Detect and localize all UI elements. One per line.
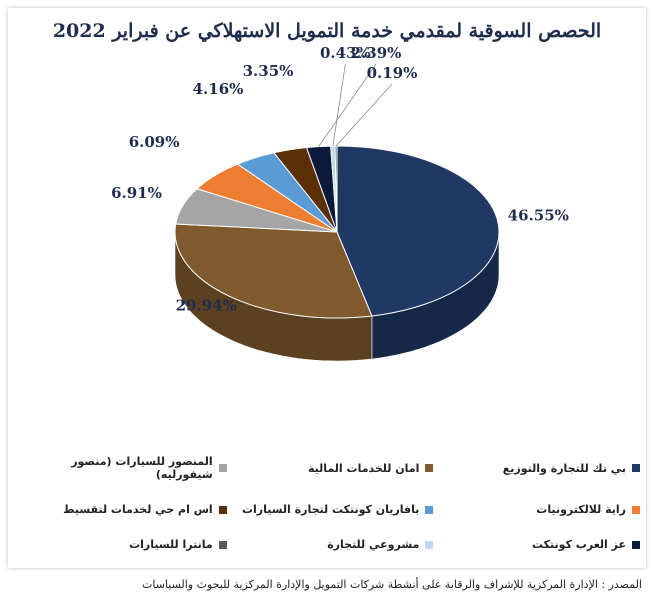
legend-label-4: راية للالكترونيات: [536, 503, 626, 516]
leader-line-8: [332, 63, 346, 147]
pie-slice-2: [174, 223, 373, 319]
legend-swatch-5: [425, 505, 434, 514]
legend-swatch-7: [632, 540, 640, 549]
slice-label-1: 46.55%: [508, 206, 569, 224]
pie-slice-1: [336, 145, 500, 317]
legend-label-6: اس ام جي لخدمات لتقسيط: [63, 503, 213, 516]
legend-item-7: عز العرب كونتكت: [433, 538, 640, 551]
leader-line-7: [318, 63, 377, 147]
slice-label-9: 0.19%: [367, 64, 418, 82]
slice-label-4: 6.09%: [129, 133, 180, 151]
legend-label-2: امان للخدمات المالية: [307, 461, 420, 475]
slice-label-8: 0.43%: [320, 44, 371, 62]
legend-swatch-8: [425, 540, 434, 549]
legend-swatch-1: [632, 464, 640, 472]
legend-item-4: راية للالكترونيات: [433, 503, 640, 516]
legend-item-8: مشروعي للتجارة: [227, 538, 434, 551]
legend-item-5: بافاريان كونتكت لتجارة السيارات: [227, 503, 434, 516]
legend-item-1: بي تك للتجارة والتوزيع: [433, 455, 640, 481]
legend-swatch-6: [218, 505, 227, 514]
legend-label-5: بافاريان كونتكت لتجارة السيارات: [241, 503, 420, 516]
legend-label-1: بي تك للتجارة والتوزيع: [502, 461, 626, 475]
legend-swatch-2: [425, 464, 434, 472]
legend-label-7: عز العرب كونتكت: [532, 538, 626, 551]
slice-label-7: 2.39%: [351, 44, 402, 62]
legend-label-8: مشروعي للتجارة: [327, 538, 420, 551]
leader-line-9: [335, 83, 393, 147]
chart-title: الحصص السوقية لمقدمي خدمة التمويل الاسته…: [52, 20, 602, 42]
slice-label-3: 6.91%: [111, 184, 162, 202]
legend-swatch-3: [218, 464, 227, 472]
legend-swatch-9: [218, 540, 227, 549]
legend-item-6: اس ام جي لخدمات لتقسيط: [20, 503, 227, 516]
slice-label-6: 3.35%: [243, 62, 294, 80]
slice-label-5: 4.16%: [193, 80, 244, 98]
legend-item-3: المنصور للسيارات (منصور شيفورليه): [20, 455, 227, 481]
legend-label-3: المنصور للسيارات (منصور شيفورليه): [71, 455, 213, 481]
source-note: المصدر : الإدارة المركزية للإشراف والرقا…: [141, 578, 642, 591]
legend-item-2: امان للخدمات المالية: [227, 455, 434, 481]
legend-label-9: مانترا للسيارات: [129, 538, 213, 551]
slice-label-2: 29.94%: [176, 297, 237, 315]
legend-swatch-4: [632, 505, 640, 514]
legend: بي تك للتجارة والتوزيع امان للخدمات المال…: [20, 455, 640, 551]
pie-chart: 46.55% 29.94% 6.91% 6.09% 4.16%3.35% 2.39%0.4…: [111, 44, 569, 362]
legend-item-9: مانترا للسيارات: [20, 538, 227, 551]
